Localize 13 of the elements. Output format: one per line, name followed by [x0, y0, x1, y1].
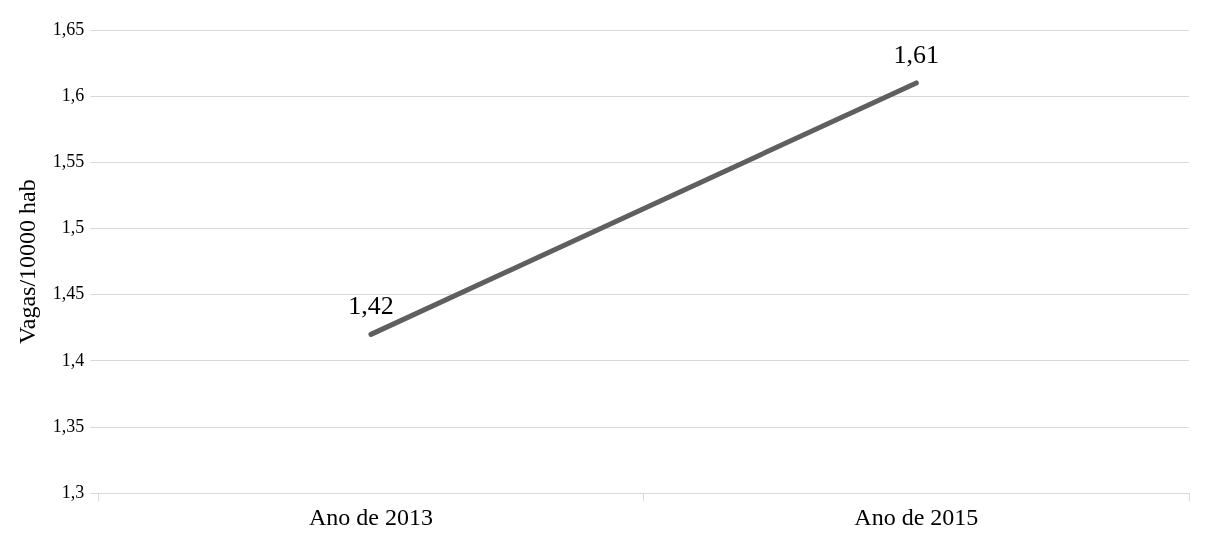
y-tick-label: 1,35 [52, 415, 85, 436]
y-tick-label: 1,6 [61, 84, 85, 105]
y-tick-label: 1,65 [52, 18, 85, 39]
y-tick-label: 1,4 [61, 349, 85, 370]
y-tick-label: 1,45 [52, 283, 85, 304]
data-label: 1,42 [348, 291, 394, 321]
y-tick-label: 1,5 [61, 217, 85, 238]
y-axis-title: Vagas/10000 hab [13, 179, 40, 344]
data-label: 1,61 [893, 39, 940, 69]
x-tick-label: Ano de 2013 [308, 503, 433, 530]
y-tick-label: 1,55 [52, 151, 85, 172]
y-tick-label: 1,3 [61, 481, 85, 502]
x-tick-label: Ano de 2015 [854, 503, 979, 530]
